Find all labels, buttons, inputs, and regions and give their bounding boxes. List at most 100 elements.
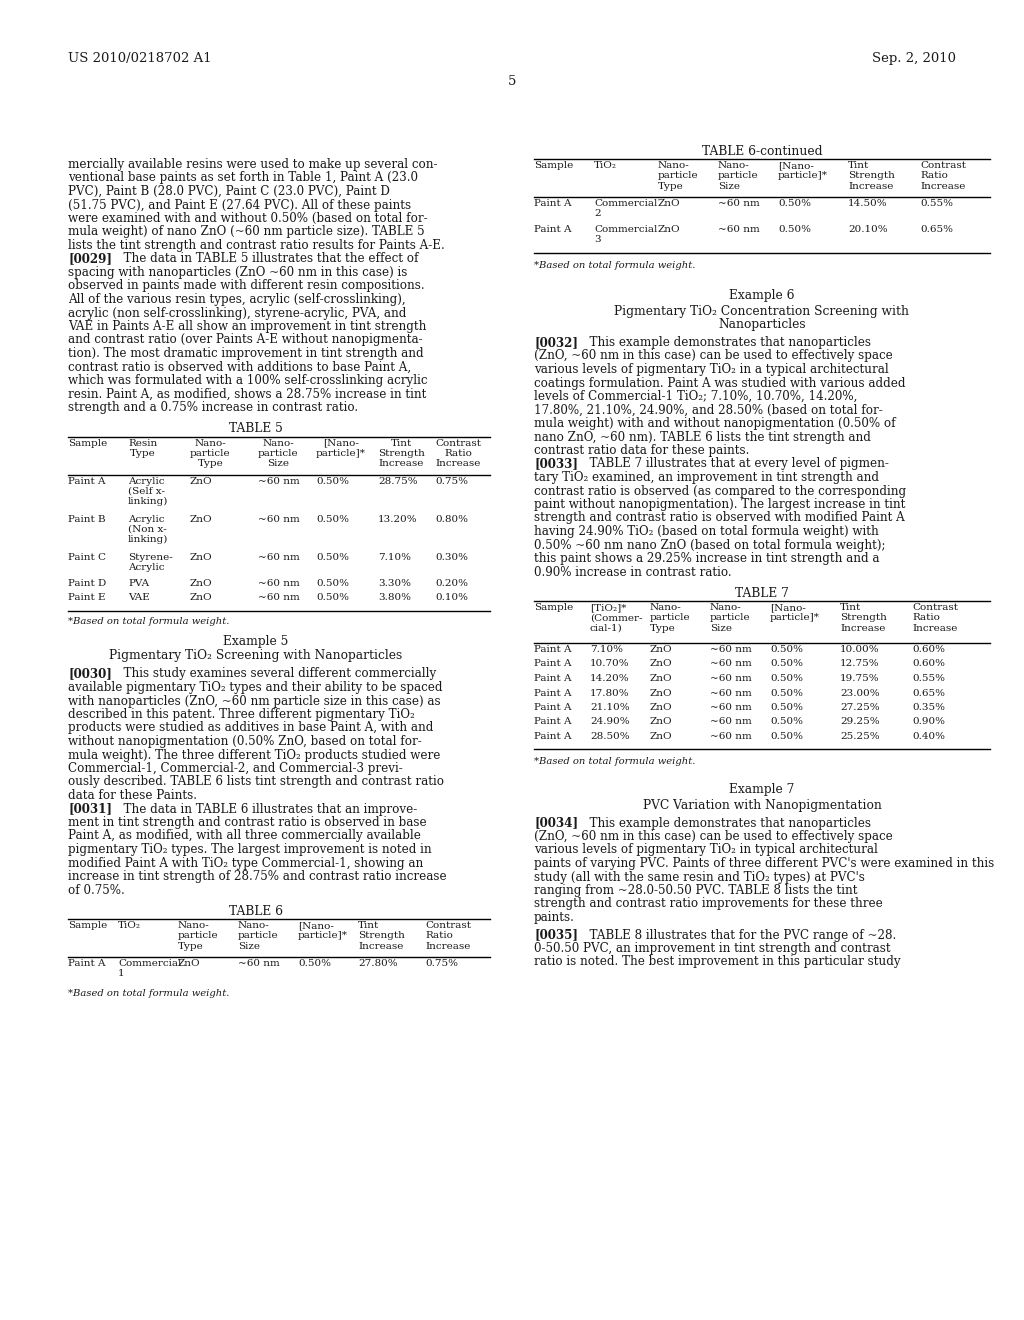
Text: ~60 nm: ~60 nm xyxy=(238,960,280,968)
Text: 0.50%: 0.50% xyxy=(778,224,811,234)
Text: ratio is noted. The best improvement in this particular study: ratio is noted. The best improvement in … xyxy=(534,956,901,969)
Text: spacing with nanoparticles (ZnO ~60 nm in this case) is: spacing with nanoparticles (ZnO ~60 nm i… xyxy=(68,267,408,279)
Text: (ZnO, ~60 nm in this case) can be used to effectively space: (ZnO, ~60 nm in this case) can be used t… xyxy=(534,350,893,363)
Text: 0.10%: 0.10% xyxy=(435,594,468,602)
Text: ~60 nm: ~60 nm xyxy=(258,477,300,486)
Text: ~60 nm: ~60 nm xyxy=(258,578,300,587)
Text: ZnO: ZnO xyxy=(190,477,213,486)
Text: various levels of pigmentary TiO₂ in a typical architectural: various levels of pigmentary TiO₂ in a t… xyxy=(534,363,889,376)
Text: Contrast
Ratio
Increase: Contrast Ratio Increase xyxy=(920,161,966,191)
Text: 3.80%: 3.80% xyxy=(378,594,411,602)
Text: paints.: paints. xyxy=(534,911,574,924)
Text: 0.35%: 0.35% xyxy=(912,704,945,711)
Text: contrast ratio data for these paints.: contrast ratio data for these paints. xyxy=(534,444,750,457)
Text: (51.75 PVC), and Paint E (27.64 PVC). All of these paints: (51.75 PVC), and Paint E (27.64 PVC). Al… xyxy=(68,198,411,211)
Text: Paint A: Paint A xyxy=(534,224,571,234)
Text: ventional base paints as set forth in Table 1, Paint A (23.0: ventional base paints as set forth in Ta… xyxy=(68,172,418,185)
Text: 17.80%: 17.80% xyxy=(590,689,630,697)
Text: Nano-
particle
Type: Nano- particle Type xyxy=(190,438,230,469)
Text: Nano-
particle
Size: Nano- particle Size xyxy=(718,161,759,191)
Text: Paint A: Paint A xyxy=(534,689,571,697)
Text: This example demonstrates that nanoparticles: This example demonstrates that nanoparti… xyxy=(582,337,871,348)
Text: Paint E: Paint E xyxy=(68,594,105,602)
Text: 0.90% increase in contrast ratio.: 0.90% increase in contrast ratio. xyxy=(534,565,731,578)
Text: tary TiO₂ examined, an improvement in tint strength and: tary TiO₂ examined, an improvement in ti… xyxy=(534,471,879,484)
Text: mula weight). The three different TiO₂ products studied were: mula weight). The three different TiO₂ p… xyxy=(68,748,440,762)
Text: [0032]: [0032] xyxy=(534,337,578,348)
Text: increase in tint strength of 28.75% and contrast ratio increase: increase in tint strength of 28.75% and … xyxy=(68,870,446,883)
Text: tion). The most dramatic improvement in tint strength and: tion). The most dramatic improvement in … xyxy=(68,347,424,360)
Text: contrast ratio is observed (as compared to the corresponding: contrast ratio is observed (as compared … xyxy=(534,484,906,498)
Text: [0029]: [0029] xyxy=(68,252,112,265)
Text: study (all with the same resin and TiO₂ types) at PVC's: study (all with the same resin and TiO₂ … xyxy=(534,870,865,883)
Text: ~60 nm: ~60 nm xyxy=(258,594,300,602)
Text: 0.50%: 0.50% xyxy=(298,960,331,968)
Text: 0.50%: 0.50% xyxy=(316,515,349,524)
Text: Nanoparticles: Nanoparticles xyxy=(718,318,806,331)
Text: Paint A: Paint A xyxy=(534,645,571,653)
Text: 0.50%: 0.50% xyxy=(316,594,349,602)
Text: PVA: PVA xyxy=(128,578,150,587)
Text: Paint A: Paint A xyxy=(534,733,571,741)
Text: [Nano-
particle]*: [Nano- particle]* xyxy=(316,438,366,458)
Text: *Based on total formula weight.: *Based on total formula weight. xyxy=(534,756,695,766)
Text: 0-50.50 PVC, an improvement in tint strength and contrast: 0-50.50 PVC, an improvement in tint stre… xyxy=(534,942,891,954)
Text: *Based on total formula weight.: *Based on total formula weight. xyxy=(68,616,229,626)
Text: Sample: Sample xyxy=(534,161,573,170)
Text: [Nano-
particle]*: [Nano- particle]* xyxy=(778,161,827,181)
Text: 27.25%: 27.25% xyxy=(840,704,880,711)
Text: ZnO: ZnO xyxy=(650,689,673,697)
Text: 17.80%, 21.10%, 24.90%, and 28.50% (based on total for-: 17.80%, 21.10%, 24.90%, and 28.50% (base… xyxy=(534,404,883,417)
Text: 28.75%: 28.75% xyxy=(378,477,418,486)
Text: ~60 nm: ~60 nm xyxy=(258,515,300,524)
Text: Sample: Sample xyxy=(534,603,573,612)
Text: Nano-
particle
Size: Nano- particle Size xyxy=(238,921,279,950)
Text: 0.50%: 0.50% xyxy=(770,718,803,726)
Text: strength and contrast ratio improvements for these three: strength and contrast ratio improvements… xyxy=(534,898,883,911)
Text: ~60 nm: ~60 nm xyxy=(710,645,752,653)
Text: 0.50%: 0.50% xyxy=(770,660,803,668)
Text: [Nano-
particle]*: [Nano- particle]* xyxy=(770,603,820,623)
Text: TABLE 7: TABLE 7 xyxy=(735,587,788,601)
Text: 0.60%: 0.60% xyxy=(912,660,945,668)
Text: 3.30%: 3.30% xyxy=(378,578,411,587)
Text: ~60 nm: ~60 nm xyxy=(710,733,752,741)
Text: TABLE 5: TABLE 5 xyxy=(229,422,283,436)
Text: VAE in Paints A-E all show an improvement in tint strength: VAE in Paints A-E all show an improvemen… xyxy=(68,319,426,333)
Text: Paint A, as modified, with all three commercially available: Paint A, as modified, with all three com… xyxy=(68,829,421,842)
Text: 21.10%: 21.10% xyxy=(590,704,630,711)
Text: 12.75%: 12.75% xyxy=(840,660,880,668)
Text: Commercial-1, Commercial-2, and Commercial-3 previ-: Commercial-1, Commercial-2, and Commerci… xyxy=(68,762,402,775)
Text: 0.50% ~60 nm nano ZnO (based on total formula weight);: 0.50% ~60 nm nano ZnO (based on total fo… xyxy=(534,539,886,552)
Text: strength and a 0.75% increase in contrast ratio.: strength and a 0.75% increase in contras… xyxy=(68,401,358,414)
Text: Example 7: Example 7 xyxy=(729,783,795,796)
Text: 29.25%: 29.25% xyxy=(840,718,880,726)
Text: Commercial
1: Commercial 1 xyxy=(118,960,181,978)
Text: VAE: VAE xyxy=(128,594,150,602)
Text: 0.55%: 0.55% xyxy=(912,675,945,682)
Text: Contrast
Ratio
Increase: Contrast Ratio Increase xyxy=(912,603,958,632)
Text: ~60 nm: ~60 nm xyxy=(710,689,752,697)
Text: Paint A: Paint A xyxy=(534,704,571,711)
Text: various levels of pigmentary TiO₂ in typical architectural: various levels of pigmentary TiO₂ in typ… xyxy=(534,843,878,857)
Text: Pigmentary TiO₂ Concentration Screening with: Pigmentary TiO₂ Concentration Screening … xyxy=(614,305,909,318)
Text: data for these Paints.: data for these Paints. xyxy=(68,789,197,803)
Text: Contrast
Ratio
Increase: Contrast Ratio Increase xyxy=(435,438,481,469)
Text: strength and contrast ratio is observed with modified Paint A: strength and contrast ratio is observed … xyxy=(534,511,905,524)
Text: Styrene-
Acrylic: Styrene- Acrylic xyxy=(128,553,173,572)
Text: 25.25%: 25.25% xyxy=(840,733,880,741)
Text: 19.75%: 19.75% xyxy=(840,675,880,682)
Text: 0.50%: 0.50% xyxy=(770,689,803,697)
Text: of 0.75%.: of 0.75%. xyxy=(68,883,125,896)
Text: Paint A: Paint A xyxy=(68,477,105,486)
Text: Commercial
3: Commercial 3 xyxy=(594,224,657,244)
Text: [Nano-
particle]*: [Nano- particle]* xyxy=(298,921,348,940)
Text: 0.60%: 0.60% xyxy=(912,645,945,653)
Text: lists the tint strength and contrast ratio results for Paints A-E.: lists the tint strength and contrast rat… xyxy=(68,239,444,252)
Text: Example 5: Example 5 xyxy=(223,635,289,648)
Text: Paint A: Paint A xyxy=(534,199,571,209)
Text: TABLE 8 illustrates that for the PVC range of ~28.: TABLE 8 illustrates that for the PVC ran… xyxy=(582,928,896,941)
Text: ~60 nm: ~60 nm xyxy=(718,199,760,209)
Text: ranging from ~28.0-50.50 PVC. TABLE 8 lists the tint: ranging from ~28.0-50.50 PVC. TABLE 8 li… xyxy=(534,884,857,898)
Text: 10.70%: 10.70% xyxy=(590,660,630,668)
